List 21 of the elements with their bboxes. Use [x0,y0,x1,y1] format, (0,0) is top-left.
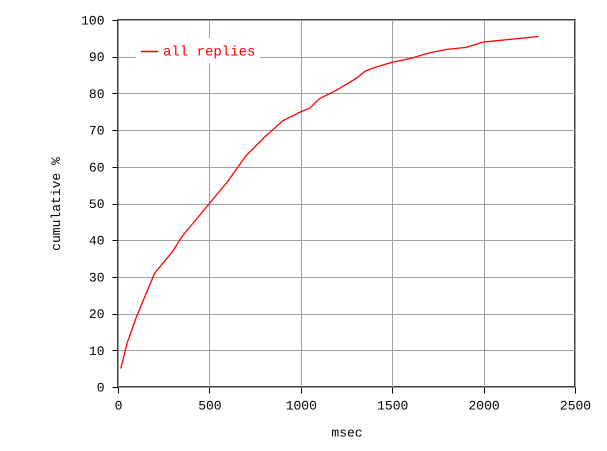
x-axis-title: msec [331,426,363,440]
y-tick-label: 70 [88,124,104,139]
line-series [120,36,540,370]
y-tick-label: 60 [88,160,104,176]
x-tick-label: 0 [114,398,122,414]
x-tick-label: 1500 [377,398,408,414]
y-tick-label: 100 [81,14,104,28]
y-tick-label: 50 [88,197,104,212]
y-tick-label: 30 [88,270,104,286]
x-tick-label: 500 [198,398,222,414]
y-axis-title: cumulative % [49,157,64,251]
y-tick-label: 0 [96,380,104,396]
y-tick-label: 10 [88,344,104,359]
x-tick-label: 1000 [286,398,317,414]
y-tick-label: 40 [88,234,104,249]
y-tick-label: 20 [88,307,104,322]
y-tick-label: 90 [88,50,104,66]
y-tick-label: 80 [88,86,104,102]
x-tick-label: 2000 [468,398,500,414]
x-tick-label: 2500 [560,398,592,414]
legend-label: all replies [163,44,256,60]
